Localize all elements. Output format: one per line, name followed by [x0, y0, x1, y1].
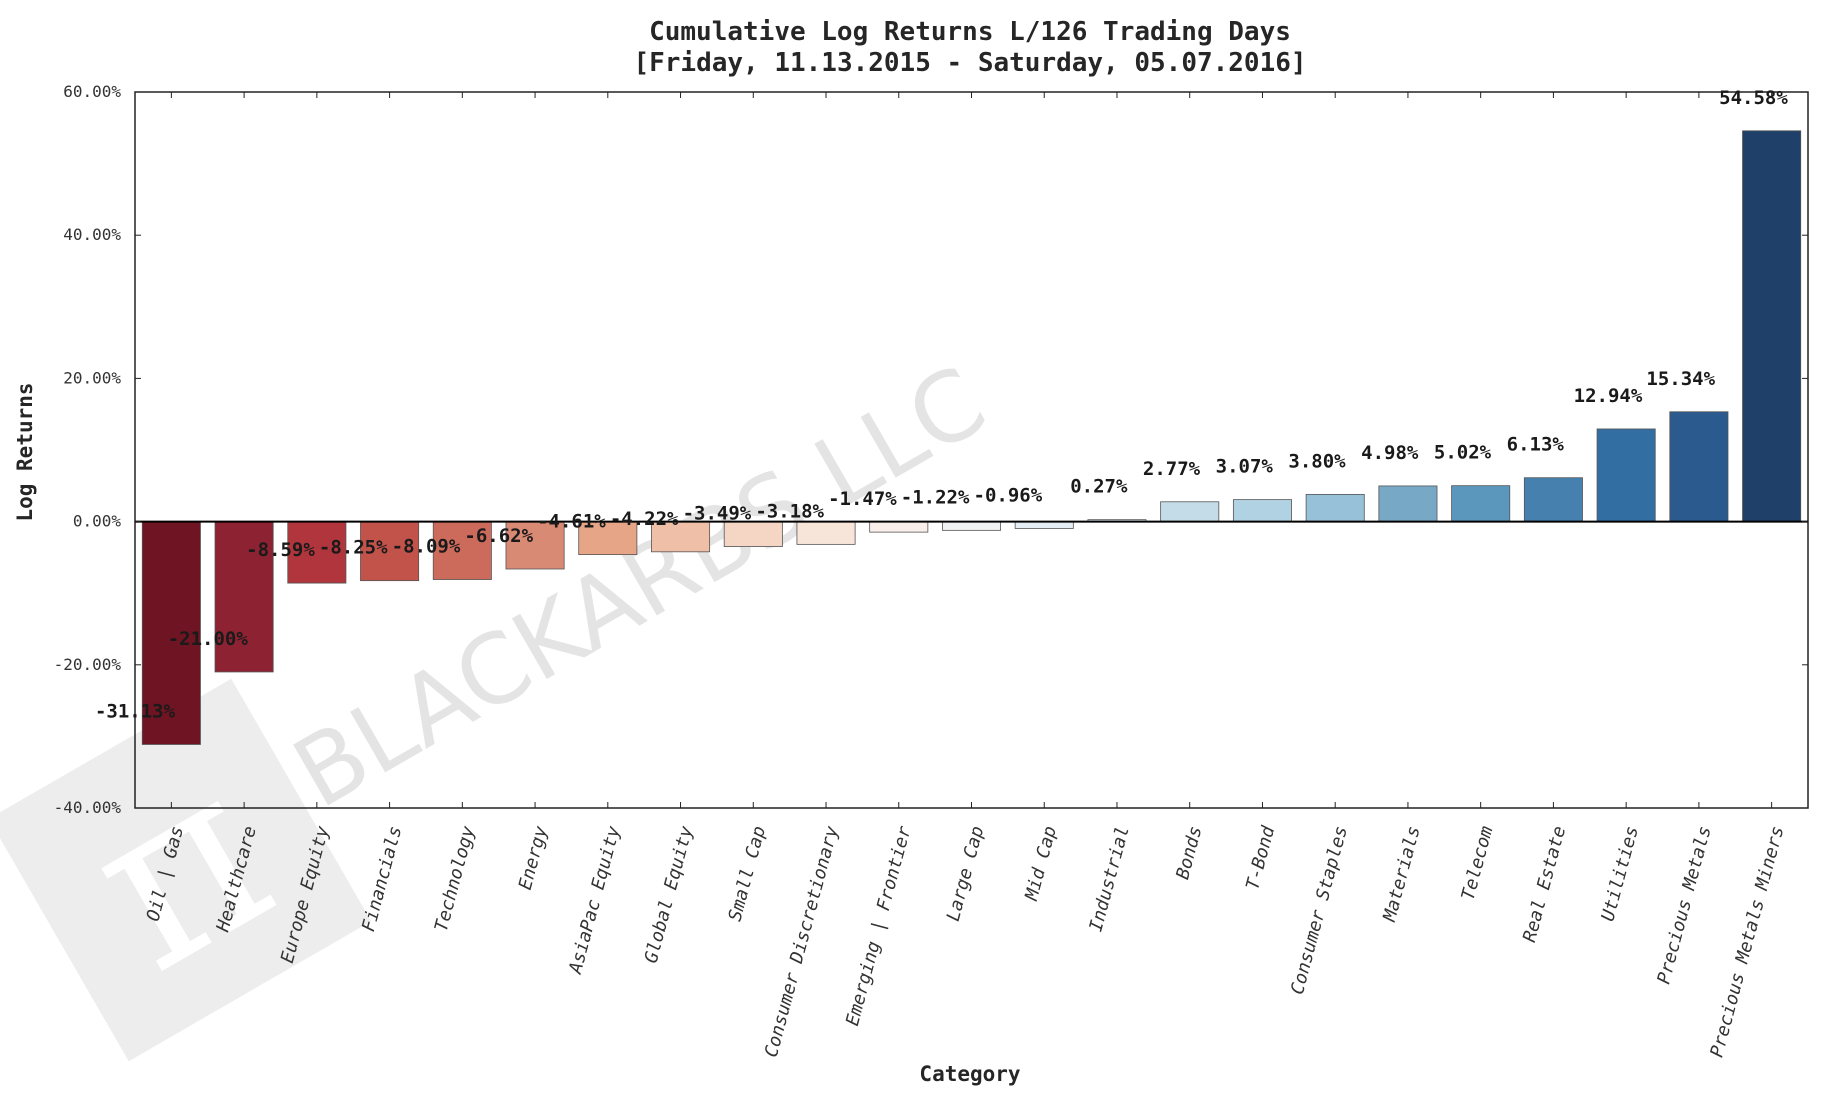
bar [869, 521, 929, 533]
bars-layer [141, 130, 1802, 745]
bar [505, 521, 565, 570]
data-label: 5.02% [1434, 442, 1492, 464]
data-label: 15.34% [1646, 368, 1715, 390]
bar [214, 521, 274, 673]
bar [287, 521, 347, 584]
bar [796, 521, 856, 545]
bar [1014, 521, 1074, 529]
data-label: -4.22% [610, 508, 679, 530]
watermark-logo-square [0, 678, 372, 1062]
ticks-layer: 60.00% 40.00% 20.00% 0.00% -20.00% -40.00% [54, 82, 1808, 817]
x-tick-label: Consumer Discretionary [761, 824, 843, 1060]
data-label: 54.58% [1719, 87, 1788, 109]
bar [1305, 493, 1365, 523]
watermark-text: BLACKARBS LLC [276, 345, 1004, 830]
x-tick-label: Telecom [1458, 824, 1498, 903]
x-tick-label: Bonds [1172, 824, 1206, 882]
data-label: -0.96% [974, 484, 1043, 506]
bar [1160, 501, 1220, 522]
x-tick-label: Precious Metals [1653, 824, 1715, 986]
data-label: -21.00% [168, 628, 249, 650]
y-tick-label: -20.00% [54, 655, 122, 674]
bar [1523, 477, 1583, 522]
x-tick-label: AsiaPac Equity [565, 824, 625, 977]
data-label: -1.47% [828, 488, 897, 510]
y-tick-label: 40.00% [63, 225, 121, 244]
value-labels-layer: -31.13%-21.00%-8.59% -8.25% -8.09% -6.62%-4… [95, 87, 1788, 723]
bar [1669, 411, 1729, 522]
data-label: -8.59% [246, 539, 315, 561]
y-tick-label: -40.00% [54, 798, 122, 817]
bar [1378, 485, 1438, 523]
data-label: 3.07% [1216, 456, 1274, 478]
bar [360, 521, 420, 582]
y-axis-label: Log Returns [13, 382, 37, 521]
data-label: 2.77% [1143, 458, 1201, 480]
data-label: 4.98% [1361, 442, 1419, 464]
bar [1742, 130, 1802, 523]
x-tick-label: Energy [515, 824, 552, 892]
category-labels-layer: Oil | Gas Healthcare Europe Equity Financia… [143, 823, 1789, 1060]
bar [1451, 485, 1511, 523]
x-axis-label: Category [919, 1062, 1021, 1086]
bar [1596, 428, 1656, 523]
x-tick-label: Consumer Staples [1287, 824, 1352, 997]
data-label: -8.09% [392, 536, 461, 558]
bar [723, 521, 783, 547]
bar [141, 521, 201, 745]
bar [1232, 499, 1292, 522]
data-label: -31.13% [95, 700, 176, 722]
y-tick-label: 0.00% [73, 512, 122, 531]
x-tick-label: Precious Metals Miners [1706, 824, 1788, 1060]
x-tick-label: T-Bond [1242, 823, 1279, 892]
y-tick-label: 20.00% [63, 368, 121, 387]
x-tick-label: Materials [1379, 824, 1425, 925]
x-tick-label: Real Estate [1519, 824, 1570, 945]
x-tick-label: Large Cap [943, 824, 989, 924]
data-label: -1.22% [901, 486, 970, 508]
data-label: 12.94% [1574, 385, 1643, 407]
x-tick-label: Technology [431, 824, 479, 934]
x-tick-label: Financials [358, 824, 406, 934]
data-label: 6.13% [1507, 434, 1565, 456]
bar [651, 521, 711, 553]
bar [432, 521, 492, 580]
y-tick-label: 60.00% [63, 82, 121, 101]
data-label: -3.49% [683, 503, 752, 525]
data-label: 0.27% [1070, 476, 1128, 498]
bar [942, 521, 1001, 531]
data-label: -3.18% [755, 500, 824, 522]
data-label: -6.62% [464, 525, 533, 547]
chart-title: Cumulative Log Returns L/126 Trading Day… [649, 17, 1291, 47]
x-tick-label: Industrial [1085, 824, 1133, 934]
x-tick-label: Small Cap [725, 824, 771, 924]
data-label: -4.61% [537, 511, 606, 533]
data-label: -8.25% [319, 537, 388, 559]
chart-subtitle: [Friday, 11.13.2015 - Saturday, 05.07.20… [633, 48, 1306, 78]
x-tick-label: Utilities [1597, 824, 1643, 924]
x-tick-label: Mid Cap [1021, 824, 1061, 904]
data-label: 3.80% [1288, 450, 1346, 472]
x-tick-label: Emerging | Frontier [842, 824, 916, 1028]
x-tick-label: Global Equity [641, 824, 698, 966]
